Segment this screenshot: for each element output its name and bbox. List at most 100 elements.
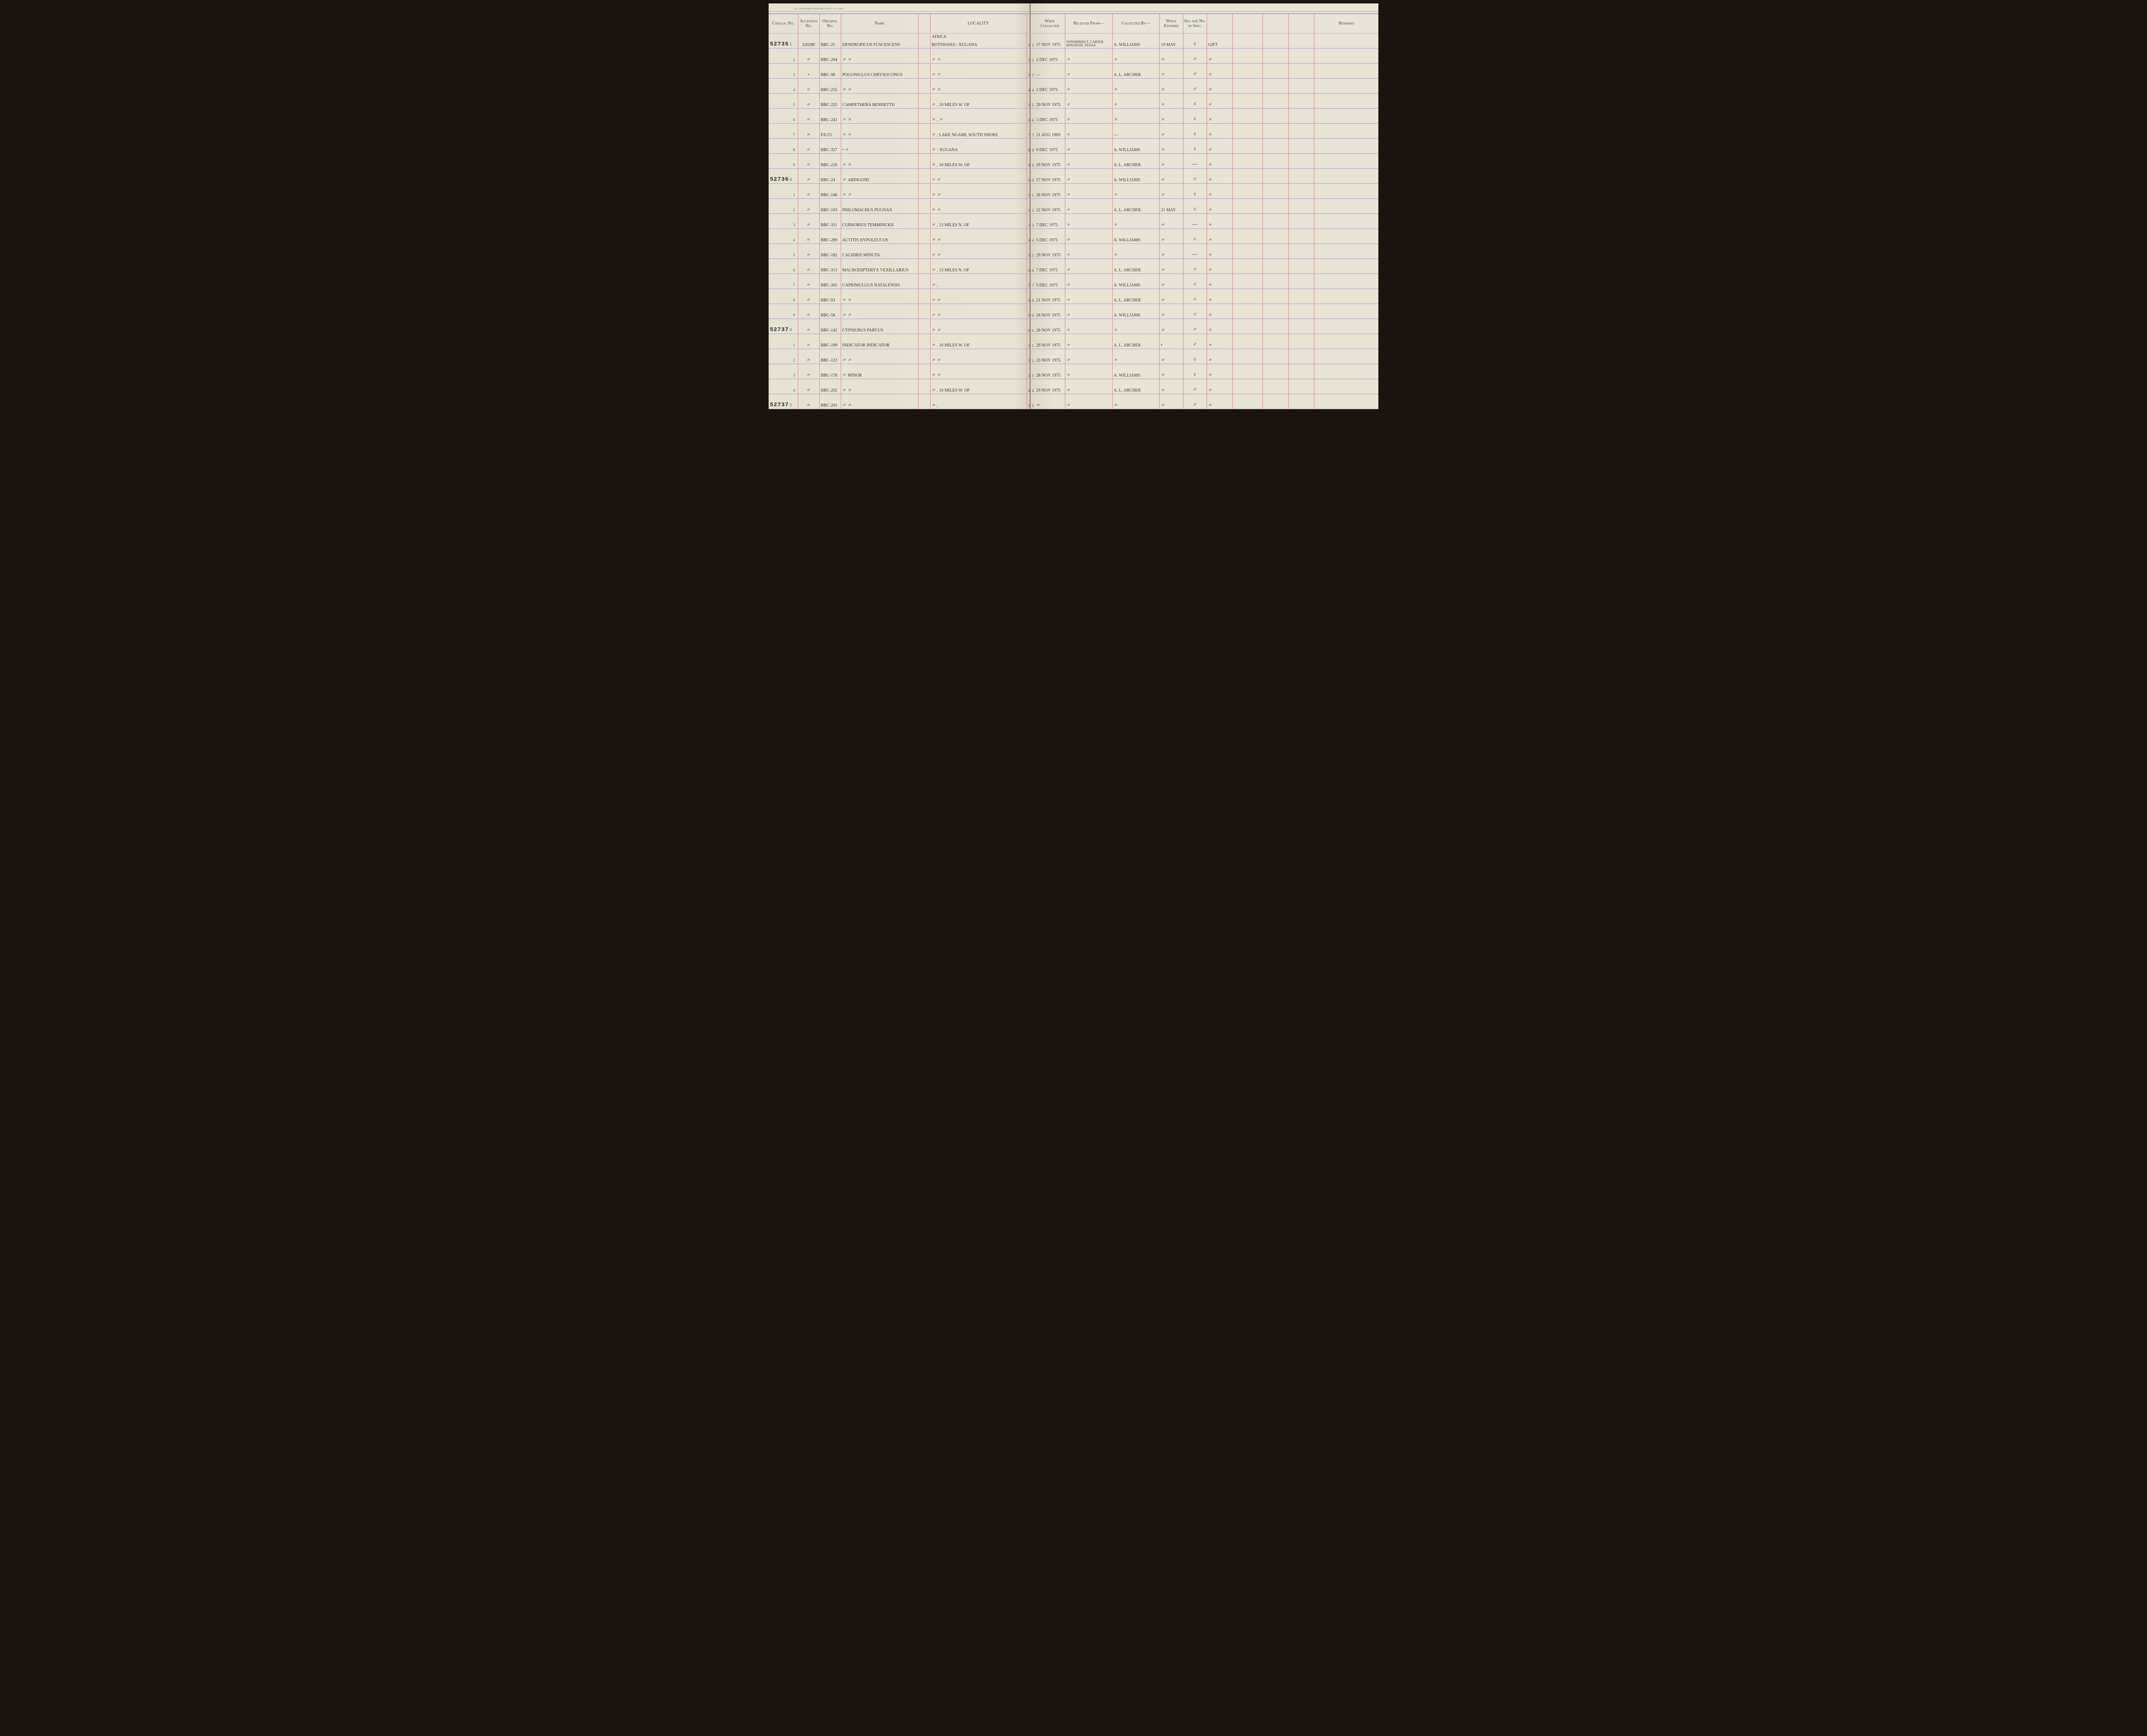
when-entered: 〃 xyxy=(1159,93,1183,108)
table-row: 2〃BBC-264〃 〃〃 〃2 xyxy=(769,48,1031,63)
specimen-name: 〃 〃 xyxy=(841,289,918,304)
locality: 〃 , 10 MILES W. OF xyxy=(930,379,1027,394)
row-number-left: 8 xyxy=(1027,289,1031,304)
catalog-stamp: 52735 xyxy=(770,41,789,47)
spacer xyxy=(918,183,930,198)
specimen-name: CURSORIUS TEMMINCKII xyxy=(841,213,918,228)
row-number-left: 4 xyxy=(1027,78,1031,93)
collected-by: A. WILLIAMS xyxy=(1112,304,1159,319)
spacer xyxy=(1262,93,1288,108)
header-row-left: Catalog No. Accession No. Original No. N… xyxy=(769,14,1031,33)
col-locality: LOCALITY xyxy=(930,14,1027,33)
catalog-no: 2 xyxy=(769,48,798,63)
specimen-name: POGONIULUS CHRYSOCONUS xyxy=(841,63,918,78)
table-row: 4〃BBC-289ACTITIS HYPOLEUCOS〃 〃4 xyxy=(769,228,1031,243)
sex-spec: ♀ xyxy=(1183,138,1207,153)
spacer xyxy=(1232,379,1262,394)
row-number-left: 5 xyxy=(1027,243,1031,258)
original-no: FA/23 xyxy=(819,123,841,138)
remarks xyxy=(1314,123,1378,138)
when-collected: 2 DEC 1975 xyxy=(1035,78,1065,93)
spacer xyxy=(1262,198,1288,213)
spacer xyxy=(918,364,930,379)
sex-spec: ♂ xyxy=(1183,289,1207,304)
received-from: 〃 xyxy=(1065,108,1112,123)
row-number-left: 3 xyxy=(1027,364,1031,379)
collected-by: 〃 xyxy=(1112,213,1159,228)
spacer xyxy=(1262,183,1288,198)
original-no: BBC-201 xyxy=(819,394,841,409)
catalog-no: 3 xyxy=(769,213,798,228)
spacer xyxy=(1232,93,1262,108)
row-number-right: 5 xyxy=(1031,394,1035,409)
catalog-no: 5 xyxy=(769,243,798,258)
spacer xyxy=(1232,63,1262,78)
when-entered: 〃 xyxy=(1159,228,1183,243)
when-collected: 9 DEC 1975 xyxy=(1035,138,1065,153)
table-row: 67 DEC 1975〃A. L. ARCHER〃♂〃 xyxy=(1031,258,1378,274)
collected-by: 〃 xyxy=(1112,93,1159,108)
spacer xyxy=(1262,349,1288,364)
spacer xyxy=(1262,289,1288,304)
catalog-no: 1 xyxy=(769,183,798,198)
col-when-entered: When Entered xyxy=(1159,14,1183,33)
catalog-no: 3 xyxy=(769,63,798,78)
accession-no: 〃 xyxy=(798,213,819,228)
spacer: 〃 xyxy=(1207,258,1232,274)
when-collected: 17 NOV 1975 xyxy=(1035,33,1065,48)
received-from: 〃 xyxy=(1065,319,1112,334)
spacer xyxy=(1262,258,1288,274)
spacer xyxy=(918,243,930,258)
collected-by: A. WILLIAMS xyxy=(1112,228,1159,243)
spacer xyxy=(1288,334,1314,349)
catalog-no: 1 xyxy=(769,334,798,349)
when-collected: 29 NOV 1975 xyxy=(1035,93,1065,108)
original-no: BBC-202 xyxy=(819,379,841,394)
spacer xyxy=(1288,304,1314,319)
collected-by: A. WILLIAMS xyxy=(1112,33,1159,48)
spacer xyxy=(1232,258,1262,274)
when-collected: 23 NOV 1975 xyxy=(1035,349,1065,364)
remarks xyxy=(1314,63,1378,78)
row-number-left: 5 xyxy=(1027,394,1031,409)
spacer: 〃 xyxy=(1207,274,1232,289)
when-entered: 〃 xyxy=(1159,258,1183,274)
original-no: BBC-93 xyxy=(819,289,841,304)
spacer xyxy=(1288,379,1314,394)
row-number-right: 4 xyxy=(1031,78,1035,93)
catalog-stamp: 52737 xyxy=(770,326,789,333)
specimen-name: 〃 〃 xyxy=(841,349,918,364)
row-number-right: 5 xyxy=(1031,93,1035,108)
accession-no: 〃 xyxy=(798,108,819,123)
row-number-left: 3 xyxy=(1027,63,1031,78)
accession-no: 〃 xyxy=(798,304,819,319)
spacer xyxy=(918,349,930,364)
table-row: 7〃BBC-305CAPRIMULGUS NATALENSIS〃 ,7 xyxy=(769,274,1031,289)
accession-no: 〃 xyxy=(798,48,819,63)
row-number-right: 3 xyxy=(1031,213,1035,228)
received-from: 〃 xyxy=(1065,48,1112,63)
spacer: 〃 xyxy=(1207,304,1232,319)
col-catalog: Catalog No. xyxy=(769,14,798,33)
spacer xyxy=(1232,319,1262,334)
spacer xyxy=(918,78,930,93)
spacer xyxy=(1288,258,1314,274)
when-entered: 〃 xyxy=(1159,153,1183,168)
table-row: 1〃BBC-199INDICATOR INDICATOR〃 , 10 MILES… xyxy=(769,334,1031,349)
accession-no: 〃 xyxy=(798,93,819,108)
sex-spec: ♂ xyxy=(1183,168,1207,183)
spacer: 〃 xyxy=(1207,78,1232,93)
locality: 〃 〃 xyxy=(930,168,1027,183)
spacer xyxy=(918,123,930,138)
locality: 〃 〃 xyxy=(930,289,1027,304)
table-row: 5〃〃〃〃♂〃 xyxy=(1031,394,1378,409)
spacer xyxy=(1232,108,1262,123)
specimen-name: 〃 〃 xyxy=(841,183,918,198)
locality: 〃 〃 xyxy=(930,198,1027,213)
specimen-name: 〃 〃 xyxy=(841,48,918,63)
original-no: BBC-25 xyxy=(819,33,841,48)
specimen-name: 〃 MINOR xyxy=(841,364,918,379)
locality: AFRICABOTSWANA : XUGANA xyxy=(930,33,1027,48)
table-row: 8〃BBC-93〃 〃〃 〃8 xyxy=(769,289,1031,304)
original-no: BBC-24 xyxy=(819,168,841,183)
